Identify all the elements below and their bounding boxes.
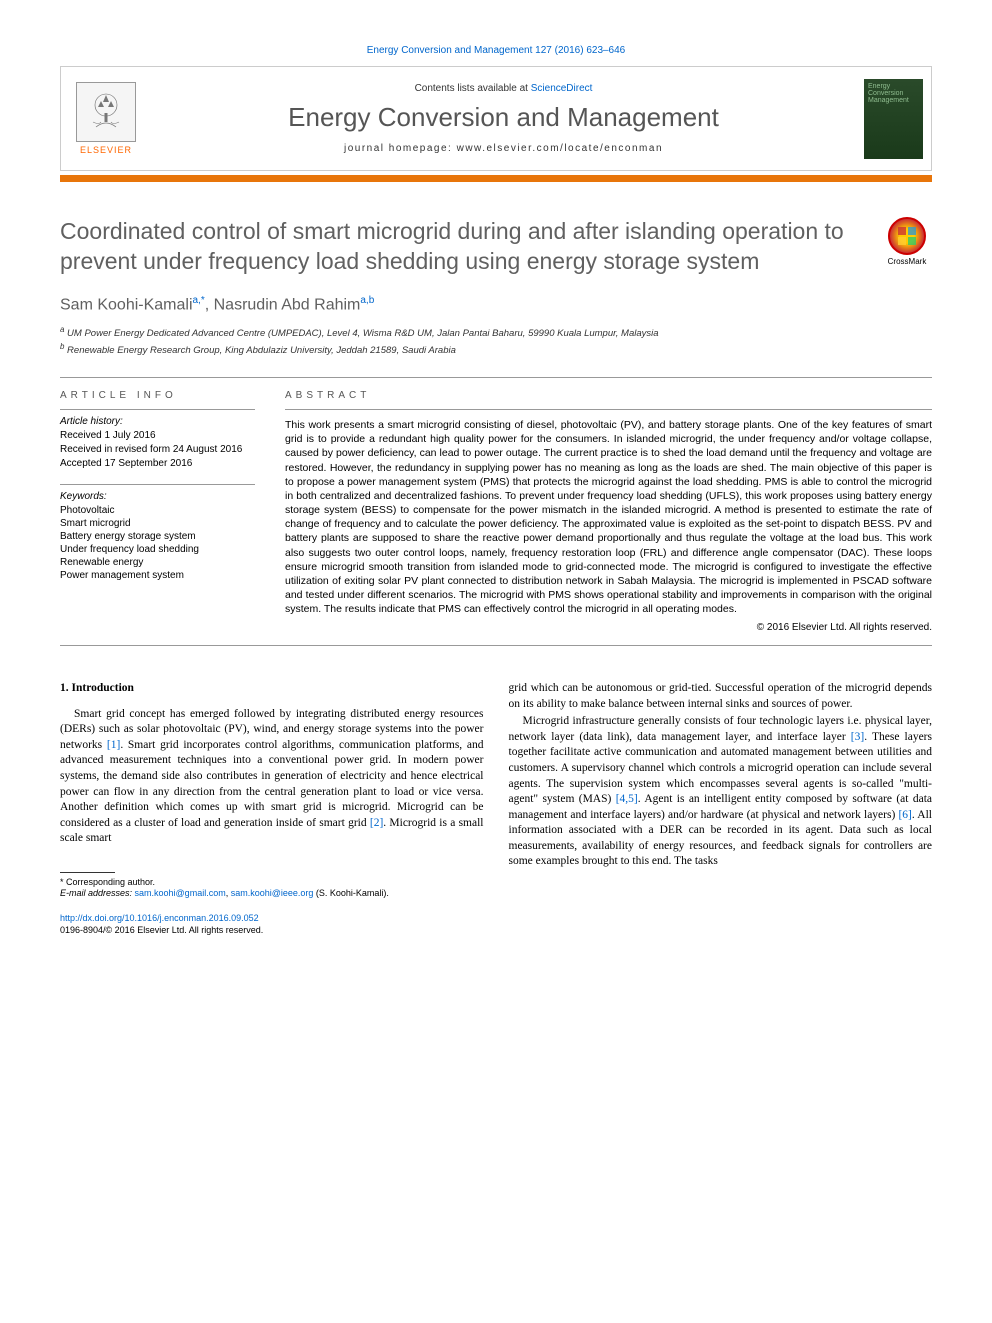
author-1[interactable]: Sam Koohi-Kamali [60,296,193,313]
issn-copyright: 0196-8904/© 2016 Elsevier Ltd. All right… [60,925,263,935]
history-revised: Received in revised form 24 August 2016 [60,443,255,456]
keyword-item: Power management system [60,569,255,582]
divider [60,409,255,410]
crossmark-badge[interactable]: CrossMark [882,217,932,266]
divider [60,645,932,646]
contents-list-line: Contents lists available at ScienceDirec… [415,83,593,94]
cover-image: Energy Conversion Management [864,79,923,159]
ref-link-1[interactable]: [1] [107,739,120,751]
divider [60,484,255,485]
elsevier-tree-icon [76,82,136,142]
author-2-sup: a,b [360,295,374,306]
history-accepted: Accepted 17 September 2016 [60,457,255,470]
keyword-item: Under frequency load shedding [60,543,255,556]
authors-line: Sam Koohi-Kamalia,*, Nasrudin Abd Rahima… [60,295,932,314]
contents-prefix: Contents lists available at [415,83,531,94]
abstract-column: abstract This work presents a smart micr… [285,390,932,633]
body-two-column: 1. Introduction Smart grid concept has e… [60,681,932,936]
email-link-2[interactable]: sam.koohi@ieee.org [231,888,314,898]
author-2[interactable]: Nasrudin Abd Rahim [214,296,361,313]
history-received: Received 1 July 2016 [60,429,255,442]
homepage-url[interactable]: www.elsevier.com/locate/enconman [457,143,663,154]
ref-link-2[interactable]: [2] [370,817,383,829]
keyword-item: Battery energy storage system [60,530,255,543]
article-info-label: article info [60,390,255,401]
crossmark-label: CrossMark [888,257,927,266]
journal-header-box: ELSEVIER Contents lists available at Sci… [60,66,932,171]
ref-link-3[interactable]: [3] [851,731,864,743]
affiliation-b: b Renewable Energy Research Group, King … [60,341,932,357]
footnote-separator [60,872,115,873]
publisher-name: ELSEVIER [80,145,132,155]
keyword-item: Photovoltaic [60,504,255,517]
affiliation-a: a UM Power Energy Dedicated Advanced Cen… [60,324,932,340]
body-paragraph: Microgrid infrastructure generally consi… [509,714,933,869]
top-citation-link[interactable]: Energy Conversion and Management 127 (20… [60,45,932,56]
ref-link-4-5[interactable]: [4,5] [616,793,638,805]
divider [60,377,932,378]
accent-bar [60,175,932,182]
body-paragraph: Smart grid concept has emerged followed … [60,707,484,847]
keyword-item: Renewable energy [60,556,255,569]
homepage-prefix: journal homepage: [344,143,457,154]
journal-cover-thumb[interactable]: Energy Conversion Management [856,67,931,170]
body-paragraph: grid which can be autonomous or grid-tie… [509,681,933,712]
body-column-right: grid which can be autonomous or grid-tie… [509,681,933,936]
info-abstract-row: article info Article history: Received 1… [60,390,932,633]
journal-name: Energy Conversion and Management [288,102,719,133]
section-heading-1: 1. Introduction [60,681,484,697]
corresponding-author-footnote: * Corresponding author. [60,877,484,889]
author-1-sup: a,* [193,295,205,306]
keywords-label: Keywords: [60,491,255,502]
divider [285,409,932,410]
sciencedirect-link[interactable]: ScienceDirect [531,83,593,94]
page-container: Energy Conversion and Management 127 (20… [0,0,992,966]
history-label: Article history: [60,416,255,427]
keyword-item: Smart microgrid [60,517,255,530]
body-column-left: 1. Introduction Smart grid concept has e… [60,681,484,936]
title-row: Coordinated control of smart microgrid d… [60,217,932,295]
abstract-text: This work presents a smart microgrid con… [285,418,932,616]
affiliations: a UM Power Energy Dedicated Advanced Cen… [60,324,932,357]
crossmark-icon [888,217,926,255]
article-info-column: article info Article history: Received 1… [60,390,255,633]
author-sep: , [205,296,214,313]
doi-block: http://dx.doi.org/10.1016/j.enconman.201… [60,912,484,936]
header-center: Contents lists available at ScienceDirec… [151,67,856,170]
ref-link-6[interactable]: [6] [898,809,911,821]
email-footnote: E-mail addresses: sam.koohi@gmail.com, s… [60,888,484,900]
article-title: Coordinated control of smart microgrid d… [60,217,867,277]
email-link-1[interactable]: sam.koohi@gmail.com [135,888,226,898]
email-label: E-mail addresses: [60,888,135,898]
publisher-logo-block[interactable]: ELSEVIER [61,67,151,170]
copyright-line: © 2016 Elsevier Ltd. All rights reserved… [285,622,932,633]
abstract-label: abstract [285,390,932,401]
doi-link[interactable]: http://dx.doi.org/10.1016/j.enconman.201… [60,913,259,923]
journal-homepage-line: journal homepage: www.elsevier.com/locat… [344,143,663,154]
